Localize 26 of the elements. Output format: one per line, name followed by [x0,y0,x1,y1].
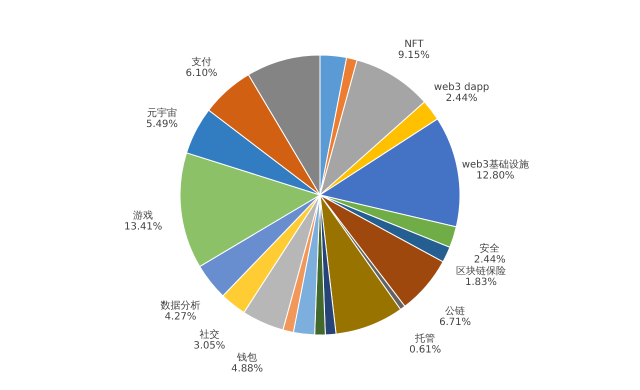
slice-label: 元宇宙 [147,107,178,120]
data-label: 3.05% [193,340,226,352]
data-label: 12.80% [476,170,514,182]
data-label: 9.15% [398,50,430,61]
slice-label: 社交 [199,328,220,340]
slice-label: 公链 [445,304,466,317]
slice-label: 托管 [414,332,436,345]
data-label: 4.27% [164,312,196,323]
slice-label: web3 dapp [434,82,490,94]
slice-label: 安全 [480,242,500,255]
data-label: 5.49% [146,119,178,130]
data-label: 13.41% [124,221,162,232]
data-label: 0.61% [409,344,442,356]
slice-label: 支付 [192,56,212,68]
data-label: 4.88% [231,363,264,374]
slice-label: NFT [404,38,424,50]
data-label: 2.44% [474,254,506,266]
slice-label: 数据分析 [160,300,201,312]
slice-label: 钱包 [236,351,258,364]
slice-label: 游戏 [133,209,154,222]
data-label: 6.10% [186,68,218,80]
slice-label: 区块链保险 [456,264,506,277]
data-label: 1.83% [465,276,497,288]
slice-label: web3基础设施 [462,158,529,170]
data-label: 2.44% [446,93,478,104]
data-label: 6.71% [439,316,472,328]
